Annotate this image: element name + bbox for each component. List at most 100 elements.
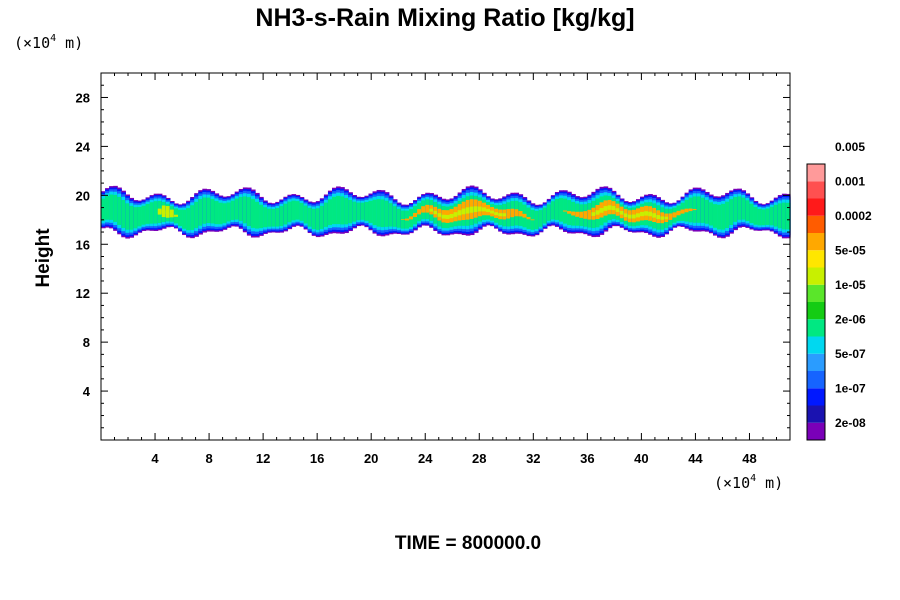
layer-cell xyxy=(765,208,771,225)
peak-core-cell xyxy=(498,213,503,217)
layer-cell xyxy=(129,205,135,230)
y-tick-label: 8 xyxy=(83,335,90,350)
x-tick-label: 32 xyxy=(526,451,540,466)
peak-core-cell xyxy=(461,208,467,215)
peak-cell xyxy=(684,208,690,213)
colorbar-swatch xyxy=(807,319,825,337)
layer-cell xyxy=(125,203,130,230)
peak-core-cell xyxy=(656,215,661,220)
y-tick-label: 24 xyxy=(76,139,91,154)
x-axis: 4 8 12 16 20 24 28 32 36 40 44 48 xyxy=(114,73,777,466)
peak-cell xyxy=(676,210,682,216)
layer-cell xyxy=(546,204,552,221)
colorbar-label: 0.005 xyxy=(835,140,865,154)
layer-cell xyxy=(396,208,402,228)
y-tick-label: 28 xyxy=(76,90,90,105)
layer-cell xyxy=(550,201,556,220)
layer-cell xyxy=(733,197,738,222)
peak-core-cell xyxy=(469,206,475,213)
layer-cell xyxy=(773,204,779,227)
peak-cell xyxy=(506,209,511,219)
layer-cell xyxy=(271,209,276,227)
peak-core-cell xyxy=(502,213,507,217)
colorbar-swatch xyxy=(807,405,825,423)
peak-cell xyxy=(530,219,536,221)
chart-title: NH3-s-Rain Mixing Ratio [kg/kg] xyxy=(255,4,634,32)
colorbar-label: 2e-06 xyxy=(835,312,866,326)
peak-core-cell xyxy=(627,214,633,219)
peak-cell xyxy=(421,206,426,213)
peak-cell xyxy=(510,208,515,218)
peak-cell xyxy=(409,216,414,220)
layer-cell xyxy=(708,202,714,226)
layer-cell xyxy=(392,206,398,227)
layer-cell xyxy=(323,202,329,227)
layer-cell xyxy=(737,196,742,220)
layer-cell xyxy=(769,206,775,226)
peak-core-cell xyxy=(611,206,617,211)
peak-core-cell xyxy=(429,208,434,212)
peak-core-cell xyxy=(165,210,171,215)
layer-cell xyxy=(202,197,207,224)
y-tick-label: 4 xyxy=(83,384,91,399)
peak-cell xyxy=(583,211,588,219)
layer-cell xyxy=(712,204,718,228)
layer-cell xyxy=(303,205,309,224)
layer-cell xyxy=(222,203,228,224)
peak-cell xyxy=(526,216,532,220)
y-axis-unit: (×104 m) xyxy=(14,33,83,52)
layer-cell xyxy=(117,196,122,225)
colorbar-swatch xyxy=(807,388,825,406)
y-tick-label: 12 xyxy=(76,286,90,301)
layer-cell xyxy=(704,199,710,224)
colorbar-swatch xyxy=(807,371,825,389)
layer-cell xyxy=(291,200,297,221)
peak-cell xyxy=(425,204,430,213)
colorbar-label: 0.001 xyxy=(835,174,865,188)
colorbar-swatch xyxy=(807,215,825,233)
peak-core-cell xyxy=(635,213,641,218)
time-label: TIME = 800000.0 xyxy=(395,533,541,554)
peak-core-cell xyxy=(477,206,483,212)
layer-cell xyxy=(109,194,114,220)
peak-cell xyxy=(587,209,593,220)
x-tick-label: 44 xyxy=(688,451,703,466)
layer-cell xyxy=(153,201,159,224)
x-tick-label: 20 xyxy=(364,451,378,466)
x-tick-label: 12 xyxy=(256,451,270,466)
layer-cell xyxy=(360,202,366,220)
peak-cell xyxy=(567,211,572,214)
layer-cell xyxy=(534,210,540,230)
peak-cell xyxy=(571,211,576,216)
peak-core-cell xyxy=(445,214,451,219)
layer-cell xyxy=(299,202,305,221)
peak-core-cell xyxy=(437,213,443,217)
layer-cell xyxy=(538,210,544,227)
peak-core-cell xyxy=(595,210,601,215)
x-tick-label: 8 xyxy=(205,451,212,466)
layer-cell xyxy=(368,200,374,223)
layer-cell xyxy=(729,199,734,225)
peak-cell xyxy=(668,213,674,220)
peak-core-cell xyxy=(473,206,479,212)
layer-cell xyxy=(287,201,293,223)
layer-cell xyxy=(542,207,548,224)
colorbar-swatch xyxy=(807,250,825,268)
colorbar-swatch xyxy=(807,164,825,182)
colorbar-swatch xyxy=(807,181,825,199)
colorbar-label: 2e-08 xyxy=(835,416,866,430)
layer-cell xyxy=(279,206,284,226)
peak-core-cell xyxy=(623,213,629,218)
peak-core-cell xyxy=(652,213,657,218)
layer-cell xyxy=(190,205,195,230)
colorbar-label: 5e-07 xyxy=(835,347,866,361)
peak-core-cell xyxy=(433,210,438,215)
peak-core-cell xyxy=(644,211,649,216)
layer-cell xyxy=(101,198,106,221)
peak-core-cell xyxy=(449,213,455,219)
layer-cell xyxy=(295,201,301,220)
plot-area xyxy=(100,72,791,441)
layer-cell xyxy=(352,201,357,222)
layer-cell xyxy=(340,196,345,225)
